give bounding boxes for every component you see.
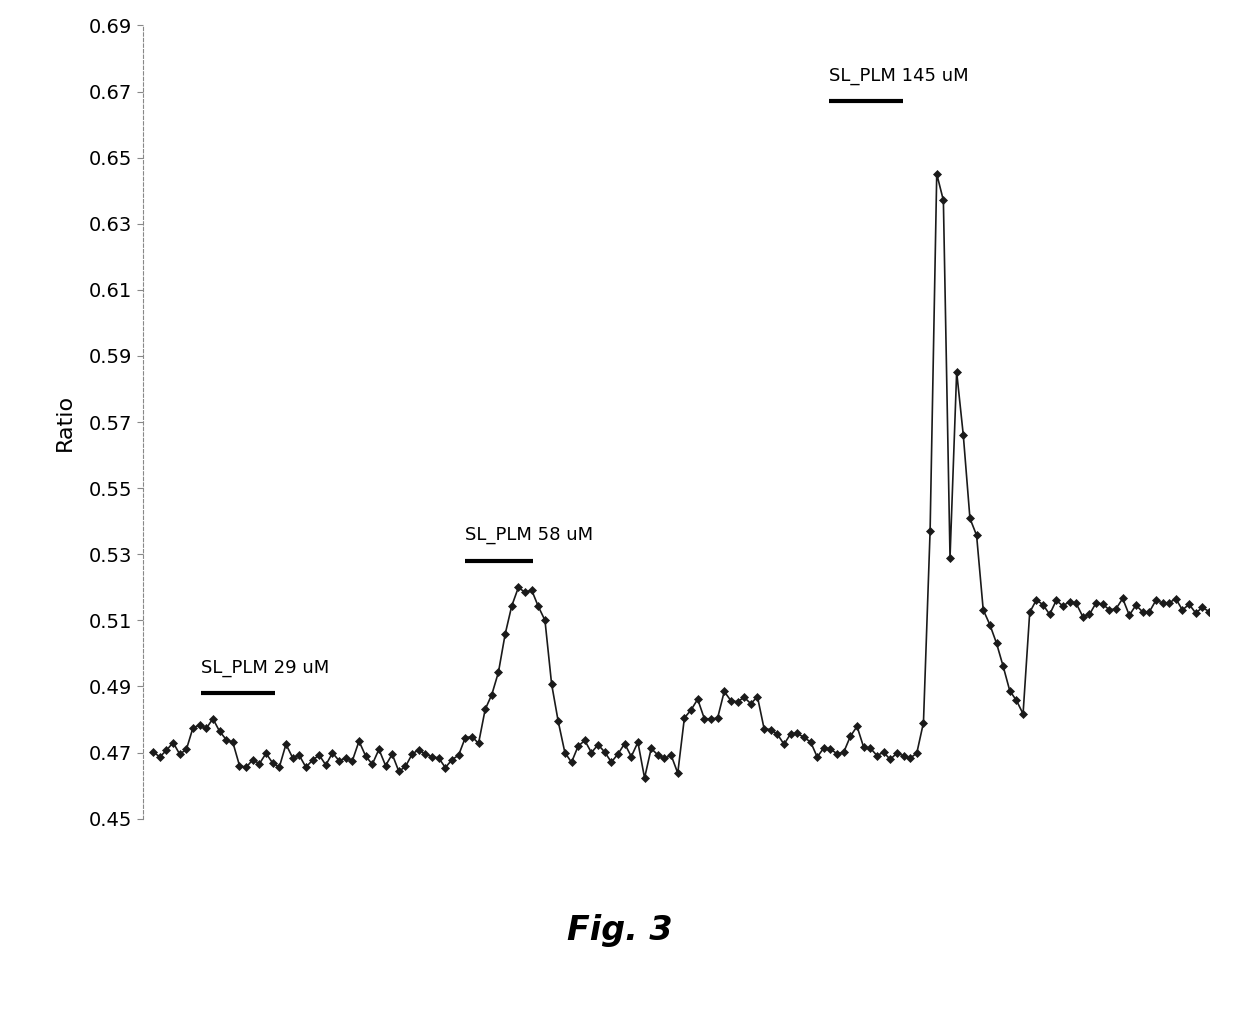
- Text: SL_PLM 145 uM: SL_PLM 145 uM: [828, 67, 968, 84]
- Text: Fig. 3: Fig. 3: [567, 914, 673, 947]
- Text: SL_PLM 58 uM: SL_PLM 58 uM: [465, 527, 593, 544]
- Text: SL_PLM 29 uM: SL_PLM 29 uM: [201, 659, 329, 676]
- Y-axis label: Ratio: Ratio: [55, 394, 74, 451]
